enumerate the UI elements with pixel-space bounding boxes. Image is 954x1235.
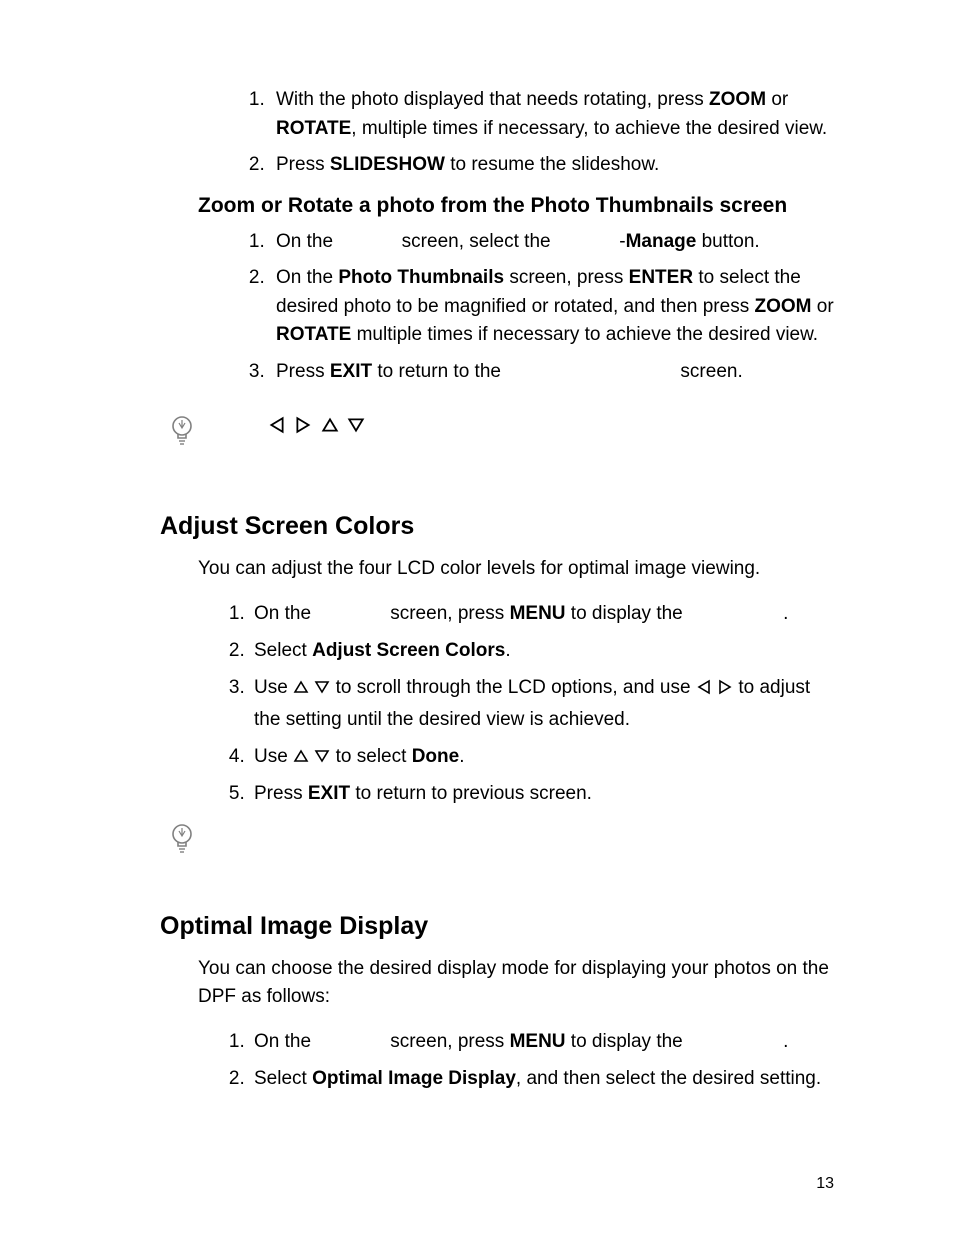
triangle-up-icon [293, 679, 309, 695]
text: . [783, 603, 788, 624]
text: , and then select the desired setting. [516, 1068, 821, 1089]
text: Use [254, 746, 293, 767]
keyword-manage: Manage [626, 231, 697, 252]
text: to return to the [372, 361, 506, 382]
page: With the photo displayed that needs rota… [0, 0, 954, 1235]
triangle-down-icon [347, 416, 365, 434]
keyword-photo-thumbnails: Photo Thumbnails [338, 267, 504, 288]
list-item: Use to select Done. [250, 741, 834, 772]
text: Press [276, 361, 330, 382]
triangle-up-icon [293, 748, 309, 764]
list-item: On the Photo Thumbnails screen, press EN… [270, 264, 834, 350]
text: or [766, 89, 788, 110]
intro-adjust-screen-colors: You can adjust the four LCD color levels… [198, 555, 834, 584]
text: Select [254, 1068, 312, 1089]
text: to resume the slideshow. [445, 154, 659, 175]
list-item: Use to scroll through the LCD options, a… [250, 672, 834, 735]
subheading-zoom-rotate-thumbnails: Zoom or Rotate a photo from the Photo Th… [198, 194, 834, 218]
list-item: With the photo displayed that needs rota… [270, 86, 834, 143]
lightbulb-icon [170, 416, 194, 446]
triangle-up-icon [321, 416, 339, 434]
list-item: Press EXIT to return to the screen. [270, 358, 834, 387]
text: , multiple times if necessary, to achiev… [351, 118, 827, 139]
triangle-right-icon [717, 679, 733, 695]
list-item: Select Adjust Screen Colors. [250, 635, 834, 666]
intro-optimal-image-display: You can choose the desired display mode … [198, 955, 834, 1012]
triangle-down-icon [314, 748, 330, 764]
keyword-menu: MENU [510, 603, 566, 624]
tip-block [160, 824, 834, 856]
triangle-down-icon [314, 679, 330, 695]
triangle-left-icon [696, 679, 712, 695]
text: . [459, 746, 464, 767]
keyword-adjust-screen-colors: Adjust Screen Colors [312, 640, 505, 661]
text: screen, press [385, 603, 510, 624]
keyword-exit: EXIT [308, 783, 350, 804]
text: screen, select the [396, 231, 555, 252]
arrow-group [268, 416, 834, 437]
lightbulb-icon [170, 824, 194, 854]
text: Press [276, 154, 330, 175]
list-item: On the screen, press MENU to display the… [250, 1026, 834, 1057]
text: to return to previous screen. [350, 783, 592, 804]
text: screen, press [385, 1031, 510, 1052]
text: multiple times if necessary to achieve t… [351, 324, 818, 345]
list-zoom-rotate-thumbnails: On the screen, select the -Manage button… [160, 228, 834, 387]
list-item: On the screen, press MENU to display the… [250, 598, 834, 629]
heading-optimal-image-display: Optimal Image Display [160, 912, 834, 941]
text: On the [254, 1031, 316, 1052]
heading-adjust-screen-colors: Adjust Screen Colors [160, 512, 834, 541]
text: . [505, 640, 510, 661]
keyword-exit: EXIT [330, 361, 372, 382]
text: screen. [675, 361, 743, 382]
triangle-right-icon [294, 416, 312, 434]
page-number: 13 [816, 1175, 834, 1193]
text: to scroll through the LCD options, and u… [336, 677, 696, 698]
list-optimal-image-display: On the screen, press MENU to display the… [160, 1026, 834, 1095]
text: On the [276, 267, 338, 288]
keyword-done: Done [412, 746, 460, 767]
list-item: Select Optimal Image Display, and then s… [250, 1063, 834, 1094]
keyword-optimal-image-display: Optimal Image Display [312, 1068, 516, 1089]
list-rotate-steps: With the photo displayed that needs rota… [160, 86, 834, 180]
text: Press [254, 783, 308, 804]
text: On the [276, 231, 338, 252]
text: to display the [566, 1031, 689, 1052]
keyword-rotate: ROTATE [276, 324, 351, 345]
text: Select [254, 640, 312, 661]
text: On the [254, 603, 316, 624]
text: button. [696, 231, 759, 252]
text: screen, press [504, 267, 629, 288]
keyword-zoom: ZOOM [754, 296, 811, 317]
list-adjust-screen-colors: On the screen, press MENU to display the… [160, 598, 834, 810]
list-item: Press SLIDESHOW to resume the slideshow. [270, 151, 834, 180]
keyword-zoom: ZOOM [709, 89, 766, 110]
text: to select [336, 746, 412, 767]
keyword-menu: MENU [510, 1031, 566, 1052]
tip-block [160, 416, 834, 456]
text: or [811, 296, 833, 317]
keyword-rotate: ROTATE [276, 118, 351, 139]
text: Use [254, 677, 293, 698]
keyword-slideshow: SLIDESHOW [330, 154, 445, 175]
list-item: Press EXIT to return to previous screen. [250, 778, 834, 809]
triangle-left-icon [268, 416, 286, 434]
text: to display the [566, 603, 689, 624]
text: With the photo displayed that needs rota… [276, 89, 709, 110]
text: . [783, 1031, 788, 1052]
keyword-enter: ENTER [629, 267, 693, 288]
list-item: On the screen, select the -Manage button… [270, 228, 834, 257]
